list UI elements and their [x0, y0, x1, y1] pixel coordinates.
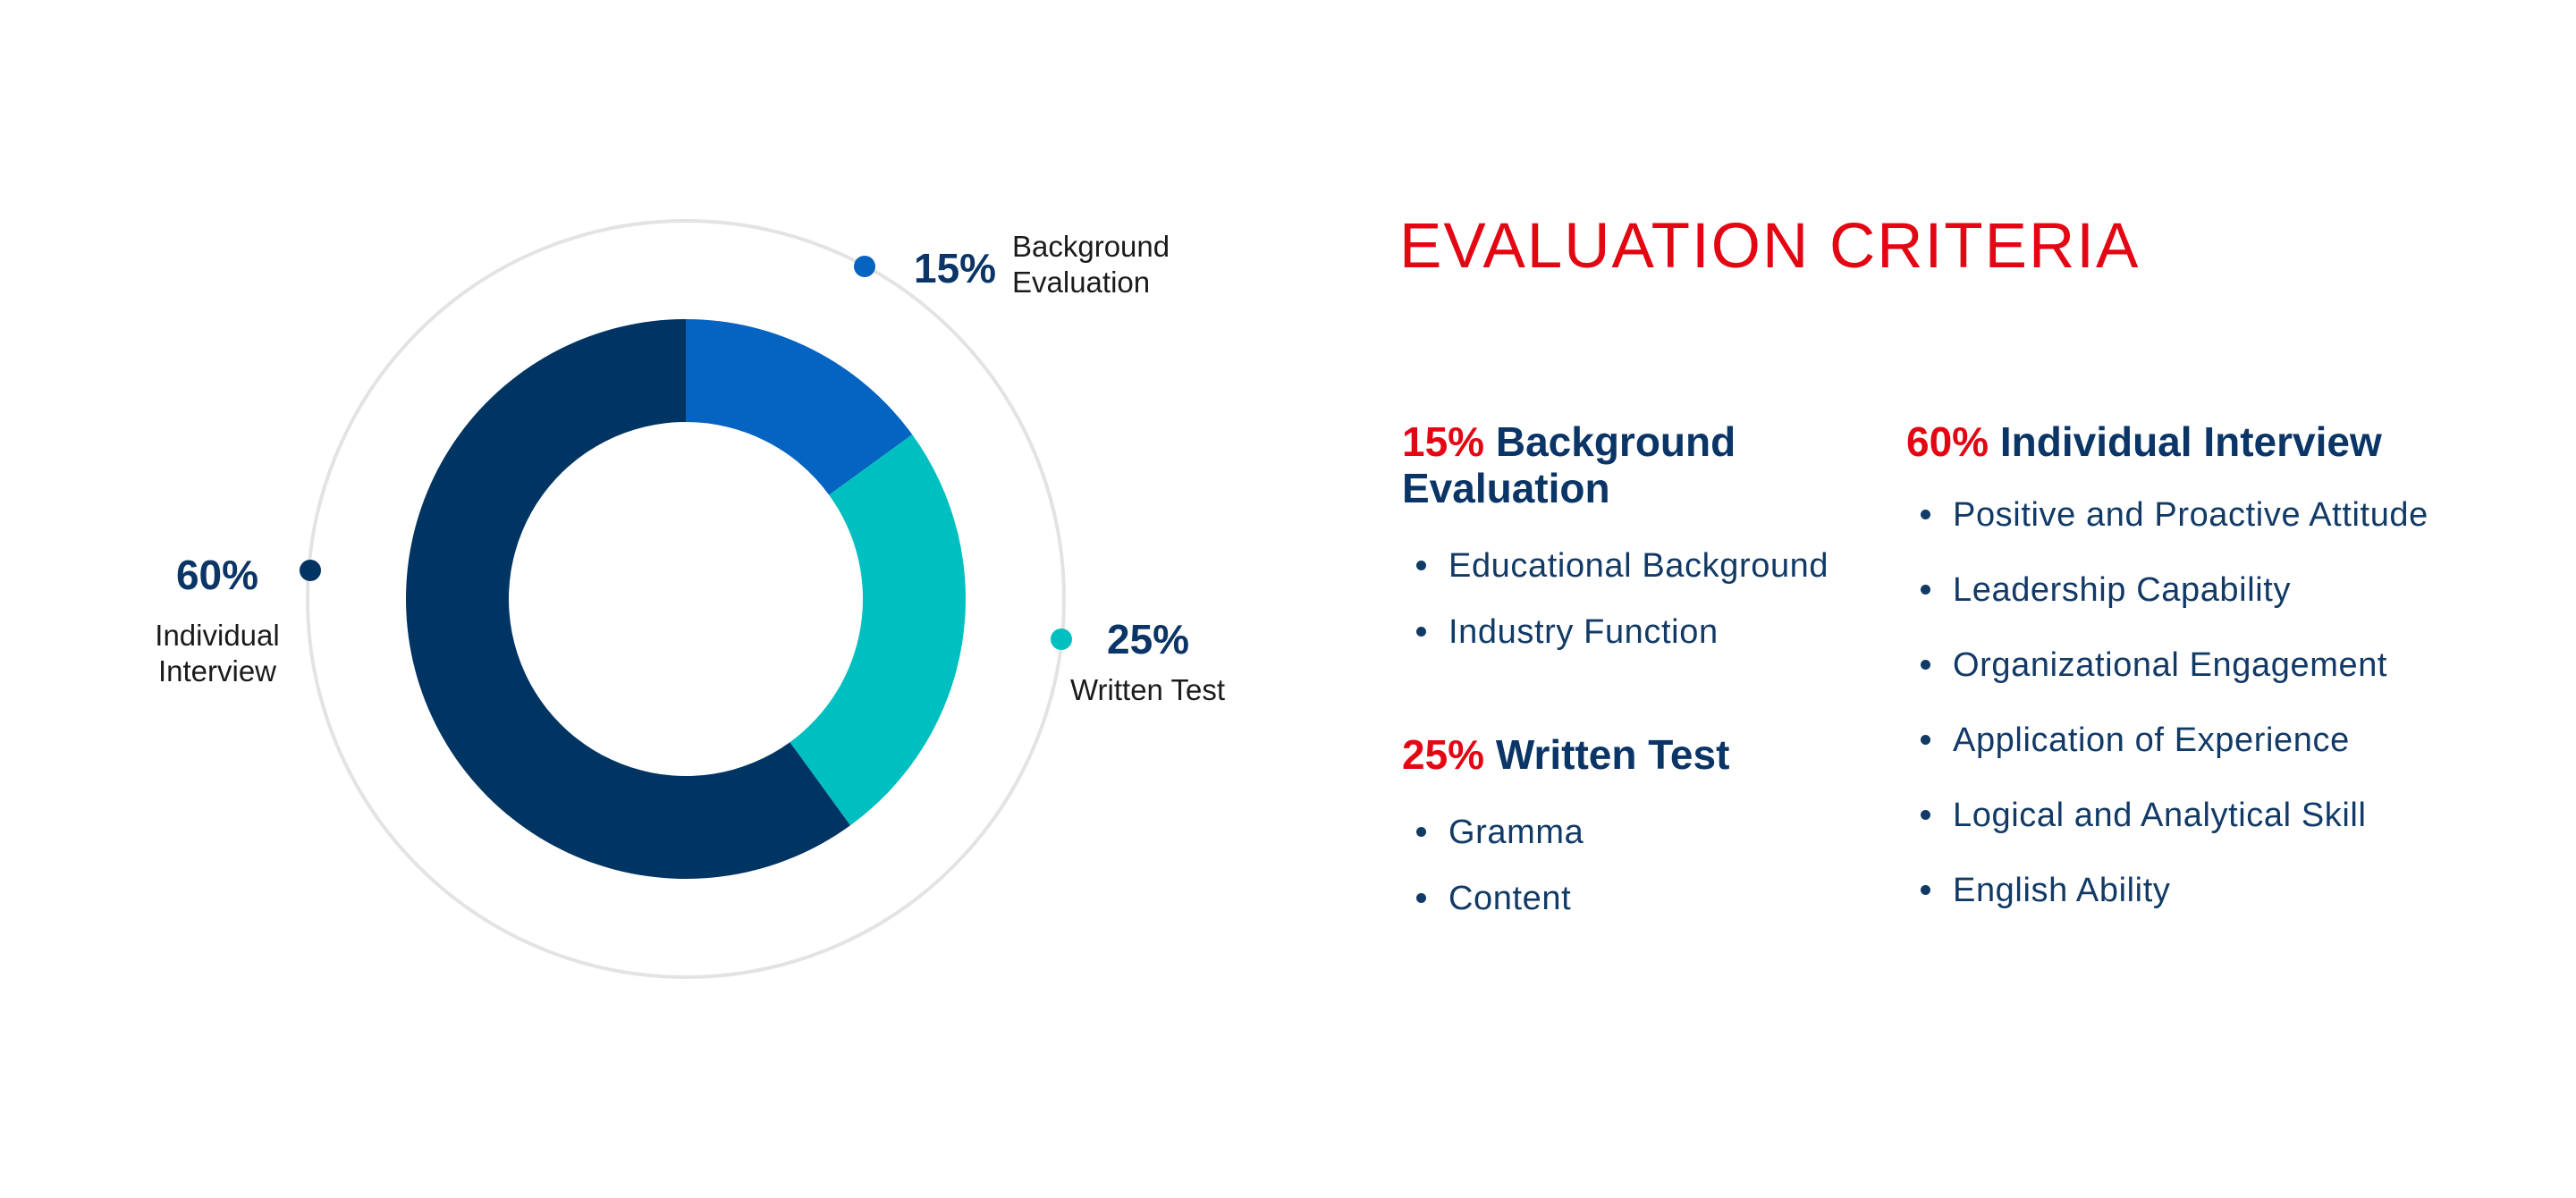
section-individual-interview: 60% Individual Interview Positive and Pr… [1906, 418, 2532, 928]
criteria-list: Gramma Content [1402, 799, 1867, 932]
list-item: Organizational Engagement [1906, 628, 2532, 703]
data-label-written-test: 25% [1107, 616, 1189, 662]
category-label-line: Interview [158, 654, 276, 688]
donut-slice-background-evaluation [686, 319, 913, 495]
section-heading: 25% Written Test [1402, 731, 1867, 778]
category-label-written-test: Written Test [1070, 673, 1225, 706]
category-label-individual-interview: Individual Interview [155, 619, 279, 688]
section-background-evaluation: 15% Background Evaluation Educational Ba… [1402, 418, 1867, 665]
section-name: Individual Interview [1999, 418, 2382, 465]
section-name: Evaluation [1402, 465, 1610, 511]
category-label-background-evaluation: Background Evaluation [1012, 230, 1170, 299]
category-label-line: Evaluation [1012, 266, 1150, 299]
list-item: Logical and Analytical Skill [1906, 778, 2532, 853]
list-item: Application of Experience [1906, 703, 2532, 778]
section-name: Written Test [1495, 731, 1730, 778]
section-percent: 60% [1906, 418, 1989, 465]
list-item: English Ability [1906, 853, 2532, 928]
section-heading: 15% Background Evaluation [1402, 418, 1867, 511]
list-item: Gramma [1402, 799, 1867, 865]
section-heading: 60% Individual Interview [1906, 418, 2532, 465]
section-name: Background [1495, 418, 1736, 465]
section-percent: 25% [1402, 731, 1485, 778]
data-label-background-evaluation: 15% [914, 245, 996, 291]
list-item: Industry Function [1402, 599, 1867, 665]
outer-ring [306, 219, 1066, 979]
evaluation-donut-chart: 15% Background Evaluation 25% Written Test 60… [155, 219, 1225, 979]
list-item: Educational Background [1402, 533, 1867, 599]
marker-dot-individual-interview [300, 560, 321, 581]
criteria-list: Positive and Proactive Attitude Leadersh… [1906, 477, 2532, 928]
list-item: Content [1402, 865, 1867, 932]
donut-callouts: 15% Background Evaluation 25% Written Test 60… [155, 230, 1225, 706]
page-title: EVALUATION CRITERIA [1399, 211, 2141, 282]
donut-slice-individual-interview [405, 318, 850, 879]
list-item: Leadership Capability [1906, 553, 2532, 628]
category-label-line: Individual [155, 619, 279, 652]
criteria-list: Educational Background Industry Function [1402, 533, 1867, 665]
marker-dot-background-evaluation [854, 256, 875, 277]
category-label-line: Background [1012, 230, 1170, 263]
section-percent: 15% [1402, 418, 1485, 465]
data-label-individual-interview: 60% [176, 552, 258, 598]
list-item: Positive and Proactive Attitude [1906, 477, 2532, 553]
section-written-test: 25% Written Test Gramma Content [1402, 731, 1867, 932]
donut-slices [405, 318, 966, 879]
category-label-line: Written Test [1070, 673, 1225, 706]
donut-slice-written-test [790, 434, 966, 826]
marker-dot-written-test [1051, 629, 1072, 650]
